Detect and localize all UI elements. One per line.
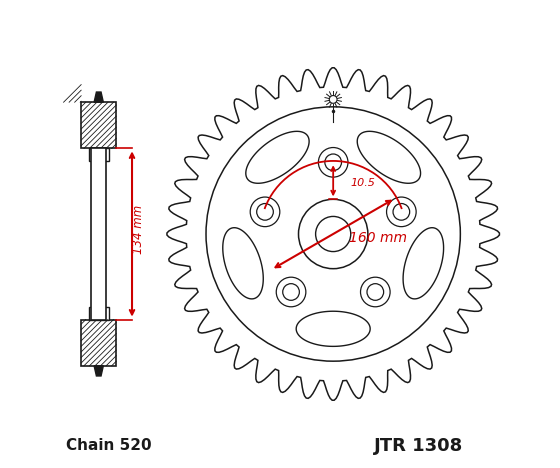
Text: 10.5: 10.5 xyxy=(351,178,376,188)
Polygon shape xyxy=(88,148,109,161)
Polygon shape xyxy=(403,228,444,299)
Polygon shape xyxy=(88,307,109,320)
Text: 160 mm: 160 mm xyxy=(349,231,407,245)
Text: 134 mm: 134 mm xyxy=(132,205,144,254)
Polygon shape xyxy=(223,228,263,299)
Polygon shape xyxy=(81,102,116,148)
Polygon shape xyxy=(246,132,309,183)
Text: JTR 1308: JTR 1308 xyxy=(374,437,463,455)
Text: Chain 520: Chain 520 xyxy=(66,439,152,453)
Polygon shape xyxy=(81,320,116,366)
Polygon shape xyxy=(91,148,106,320)
Polygon shape xyxy=(94,366,104,376)
Polygon shape xyxy=(94,92,104,102)
Polygon shape xyxy=(296,311,370,346)
Polygon shape xyxy=(167,68,500,400)
Polygon shape xyxy=(357,132,421,183)
